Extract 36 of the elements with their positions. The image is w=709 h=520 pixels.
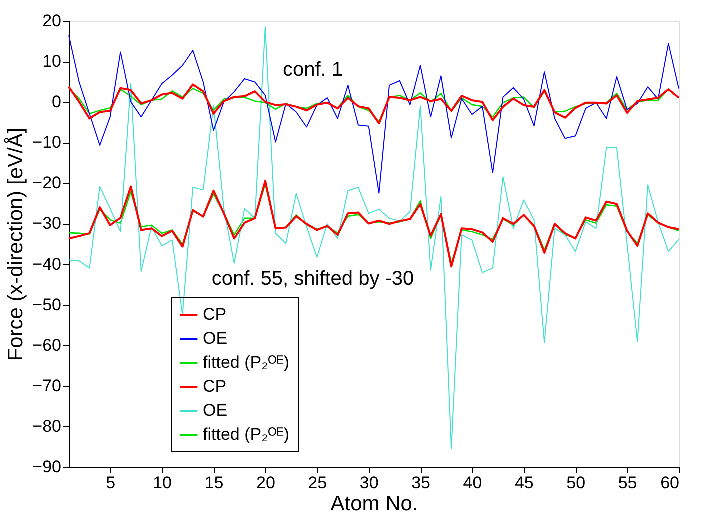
legend-label: CP [203, 305, 227, 324]
x-tick-label: 60 [660, 474, 680, 492]
x-tick-label: 55 [618, 474, 638, 492]
y-tick-label: −70 [32, 376, 62, 396]
y-tick-label: −80 [32, 416, 62, 436]
x-tick-label: 45 [514, 474, 534, 492]
y-axis-title: Force (x-direction) [eV/Å] [4, 128, 28, 362]
legend-label: CP [203, 377, 227, 396]
y-tick-label: −90 [32, 458, 62, 476]
y-tick-label: −20 [32, 174, 62, 193]
x-tick-label: 40 [463, 474, 482, 492]
y-tick-label: 20 [42, 12, 62, 30]
x-tick-label: 5 [106, 474, 116, 492]
x-axis-title: Atom No. [330, 492, 418, 516]
annotation: conf. 55, shifted by -30 [212, 268, 414, 290]
legend-label: OE [203, 329, 228, 348]
x-tick-label: 35 [412, 474, 430, 492]
x-tick-label: 50 [566, 474, 586, 492]
x-tick-label: 30 [360, 474, 379, 492]
annotation: conf. 1 [282, 59, 344, 81]
y-tick-label: 0 [52, 92, 62, 112]
y-tick-label: −50 [32, 295, 62, 314]
y-tick-label: −40 [32, 254, 62, 274]
y-tick-label: −60 [32, 336, 62, 355]
x-tick-label: 25 [308, 474, 328, 492]
legend-label: fitted (P₂ᴼᴱ) [203, 425, 290, 444]
x-tick-label: 15 [204, 474, 224, 492]
legend-label: OE [203, 401, 228, 420]
line-series [68, 35, 680, 194]
y-tick-label: 10 [42, 52, 62, 72]
line-series [68, 26, 680, 450]
y-tick-label: −10 [32, 133, 62, 152]
legend-label: fitted (P₂ᴼᴱ) [203, 353, 290, 372]
y-tick-label: −30 [32, 214, 62, 234]
x-tick-label: 20 [256, 474, 276, 492]
x-tick-label: 10 [153, 474, 172, 492]
